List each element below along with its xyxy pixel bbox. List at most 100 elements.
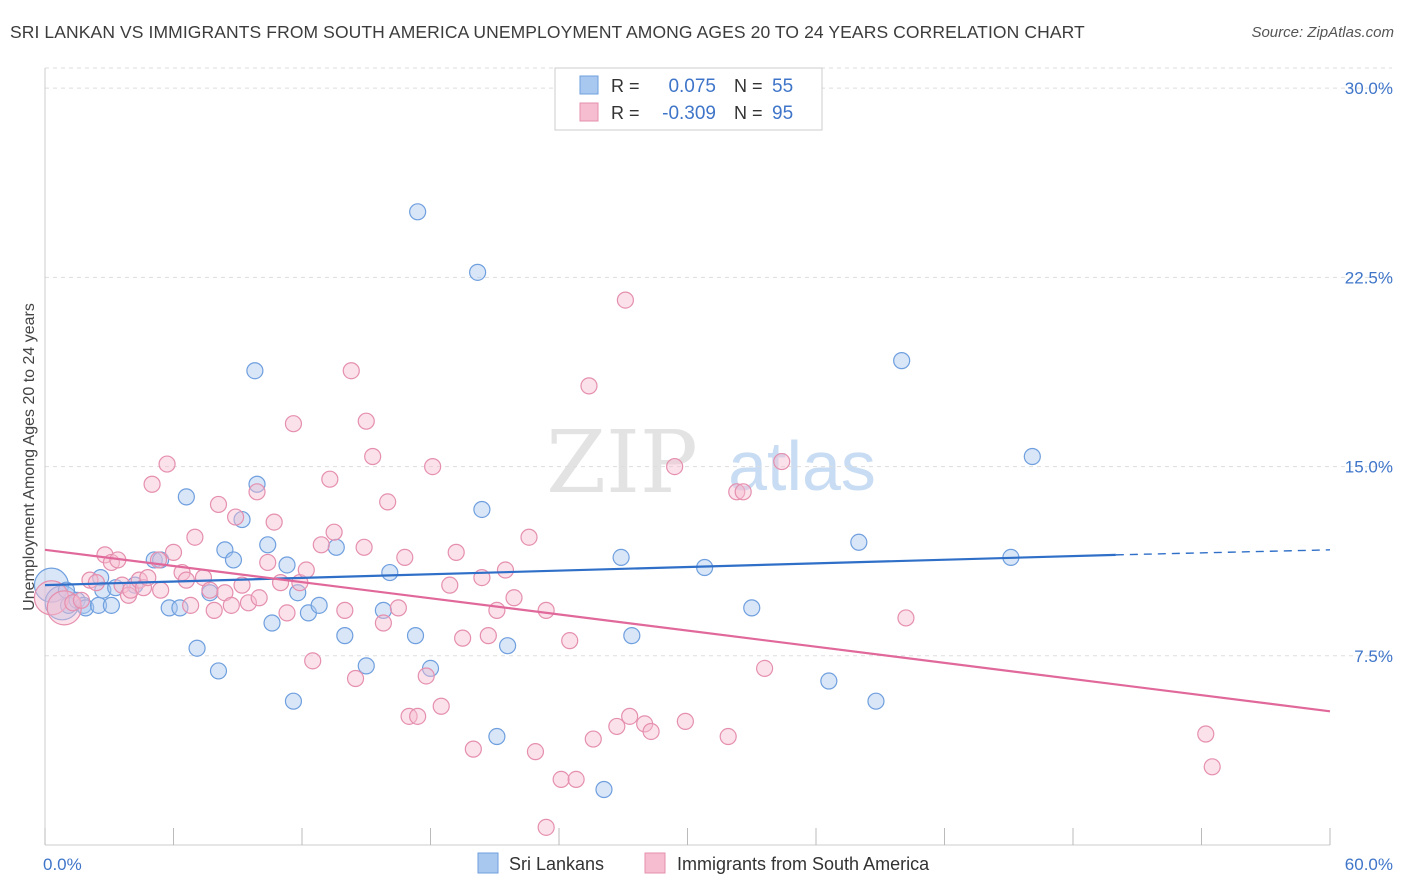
immigrant-point-33 (248, 483, 266, 501)
immigrant-point-62 (447, 543, 465, 561)
immigrant-point-30 (227, 508, 245, 526)
sri-lankan-point-39 (409, 203, 427, 221)
top-legend: R = 0.075 N = 55 R = -0.309 N = 95 (554, 67, 823, 131)
immigrant-point-78 (608, 717, 626, 736)
sri-lankan-point-18 (188, 639, 206, 657)
legend-box (554, 67, 823, 131)
sri-lankan-point-38 (406, 627, 425, 645)
immigrant-point-69 (505, 589, 523, 607)
source-label: Source: ZipAtlas.com (1251, 24, 1394, 41)
immigrant-point-3 (72, 591, 91, 609)
immigrant-point-27 (209, 495, 228, 514)
bottom-legend-swatch-blue (477, 852, 499, 874)
immigrant-point-29 (222, 596, 240, 614)
legend-swatch-blue (579, 75, 599, 95)
immigrant-point-44 (321, 470, 339, 488)
immigrant-point-13 (134, 579, 153, 597)
immigrant-point-32 (239, 594, 258, 612)
y-axis-label: Unemployment Among Ages 20 to 24 years (21, 303, 38, 611)
sri-lankan-point-27 (263, 614, 281, 632)
x-tick-label-max: 60.0% (1345, 855, 1393, 874)
immigrant-point-31 (233, 576, 251, 594)
immigrant-point-18 (158, 455, 176, 473)
sri-lankans-points (33, 203, 1041, 799)
legend-r-label-1: R = (611, 76, 640, 96)
immigrant-point-74 (567, 770, 585, 789)
immigrant-point-58 (417, 667, 435, 685)
legend-n-label-2: N = (734, 103, 763, 123)
immigrant-point-36 (265, 513, 283, 531)
sri-lankan-point-35 (357, 657, 375, 675)
sri-lankans-trend-extension (1115, 549, 1331, 556)
immigrant-point-90 (897, 609, 915, 627)
immigrant-point-0 (33, 580, 70, 616)
legend-n-value-1: 55 (772, 76, 793, 97)
legend-n-label-1: N = (734, 76, 763, 96)
sri-lankan-point-30 (289, 584, 307, 602)
immigrant-point-41 (297, 561, 315, 579)
immigrant-point-89 (773, 452, 791, 471)
immigrant-point-49 (355, 538, 373, 556)
sri-lankan-point-24 (246, 362, 264, 380)
immigrant-point-64 (464, 740, 482, 758)
sri-lankan-point-16 (171, 599, 189, 617)
y-tick-label-3: 30.0% (1345, 79, 1393, 98)
immigrant-point-72 (537, 601, 555, 619)
immigrant-point-48 (346, 669, 365, 688)
immigrant-point-82 (642, 722, 660, 741)
sri-lankan-point-33 (327, 538, 345, 556)
immigrant-point-51 (364, 447, 382, 466)
sri-lankan-point-17 (177, 488, 195, 506)
sri-lankan-point-55 (1023, 447, 1041, 466)
y-tick-label-0: 7.5% (1354, 647, 1393, 666)
bottom-legend-swatch-pink (644, 852, 666, 874)
immigrant-point-17 (152, 581, 170, 599)
immigrant-point-37 (271, 574, 290, 592)
watermark-zip: ZIP (546, 413, 698, 513)
immigrant-point-52 (374, 614, 392, 632)
immigrant-point-91 (1197, 725, 1215, 743)
legend-n-value-2: 95 (772, 103, 793, 124)
bottom-legend-label-sri-lankans: Sri Lankans (509, 854, 604, 874)
immigrant-point-68 (496, 561, 515, 579)
immigrant-point-71 (526, 743, 545, 761)
immigrant-point-25 (201, 581, 219, 599)
immigrant-point-26 (205, 601, 223, 619)
immigrant-point-55 (396, 548, 414, 567)
sri-lankan-point-46 (612, 548, 630, 567)
immigrant-point-66 (479, 627, 497, 645)
sri-lankan-point-32 (310, 596, 328, 614)
sri-lankan-point-47 (623, 627, 641, 645)
sri-lankan-point-29 (284, 692, 303, 710)
immigrant-point-85 (719, 727, 737, 746)
sri-lankan-point-41 (469, 263, 487, 281)
immigrant-point-67 (488, 601, 506, 619)
bottom-legend: Sri Lankans Immigrants from South Americ… (477, 852, 930, 874)
immigrant-point-39 (284, 415, 303, 433)
sri-lankan-point-10 (102, 596, 120, 614)
immigrant-point-15 (143, 475, 161, 493)
immigrant-point-88 (755, 659, 774, 678)
immigrant-point-53 (379, 493, 397, 511)
immigrant-point-34 (250, 589, 268, 607)
x-ticks (44, 828, 1331, 845)
bottom-legend-label-immigrants: Immigrants from South America (677, 854, 930, 874)
immigrant-point-73 (552, 770, 570, 789)
immigrant-point-80 (621, 707, 639, 725)
legend-r-value-1: 0.075 (668, 76, 716, 97)
grid-lines (45, 67, 1392, 657)
sri-lankan-point-51 (850, 533, 868, 551)
sri-lankan-point-50 (820, 672, 838, 690)
immigrant-point-79 (616, 291, 634, 309)
immigrant-point-87 (734, 483, 752, 501)
immigrant-point-19 (164, 543, 183, 561)
immigrant-point-77 (584, 730, 602, 748)
sri-lankan-point-45 (595, 780, 613, 799)
immigrant-point-63 (454, 629, 472, 647)
legend-r-label-2: R = (611, 103, 640, 123)
immigrant-point-57 (409, 707, 427, 725)
sri-lankan-point-34 (336, 627, 354, 645)
y-tick-label-2: 22.5% (1345, 268, 1393, 287)
immigrant-point-83 (666, 457, 684, 476)
